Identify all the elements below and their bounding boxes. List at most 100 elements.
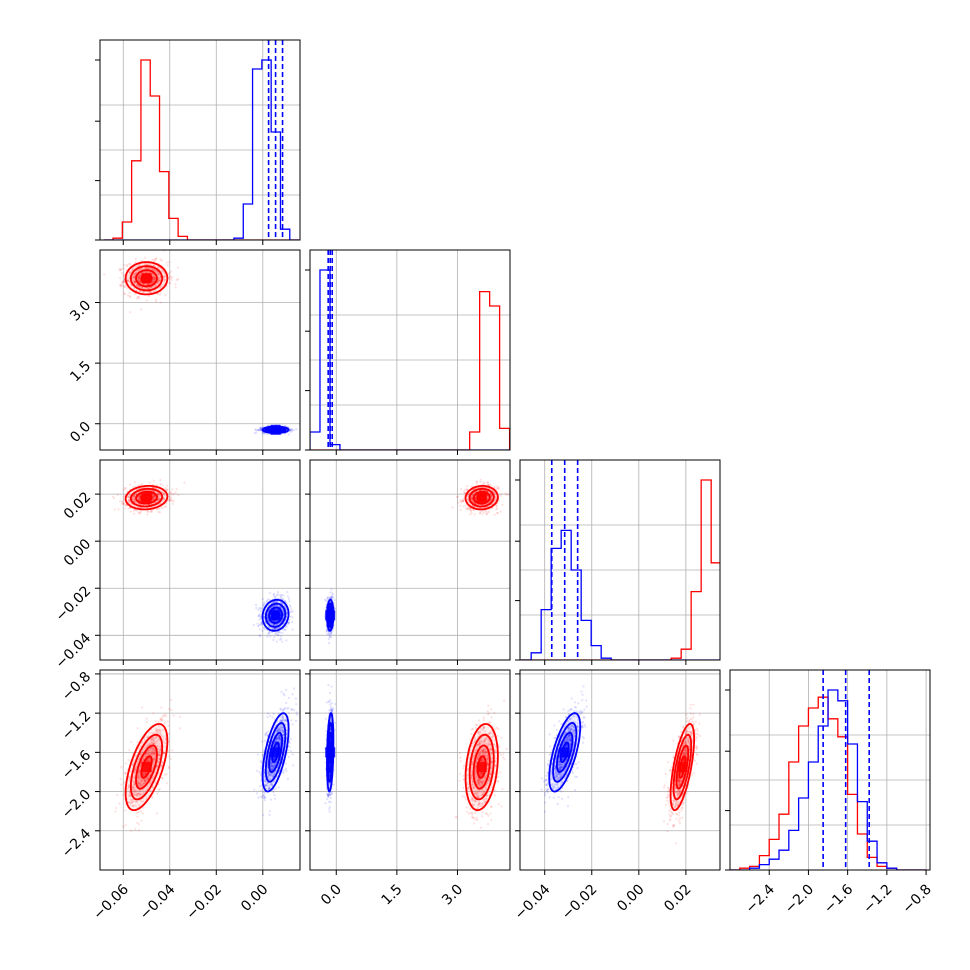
scatter-point — [281, 602, 284, 606]
scatter-point — [159, 482, 162, 486]
scatter-point — [261, 597, 264, 601]
scatter-point — [328, 597, 331, 600]
scatter-point — [272, 619, 275, 623]
scatter-point — [140, 268, 143, 271]
histogram-red-0 — [103, 59, 300, 240]
scatter-point — [152, 279, 155, 283]
scatter-point — [266, 598, 270, 601]
scatter-point — [164, 487, 167, 490]
scatter-point — [138, 264, 141, 267]
scatter-point — [164, 488, 168, 491]
scatter-point — [150, 268, 154, 271]
scatter-point — [138, 496, 141, 499]
scatter-point — [331, 592, 334, 595]
scatter-point — [140, 267, 144, 271]
scatter-point — [283, 629, 286, 632]
scatter-point — [479, 511, 482, 514]
scatter-point — [148, 290, 151, 294]
scatter-point — [278, 630, 281, 633]
scatter-point — [253, 432, 256, 435]
scatter-point — [273, 624, 276, 627]
scatter-point — [153, 495, 156, 499]
scatter-point — [127, 498, 130, 502]
scatter-point — [486, 496, 489, 500]
scatter-point — [132, 496, 135, 499]
scatter-point — [273, 627, 277, 630]
scatter-point — [475, 482, 478, 485]
scatter-point — [277, 633, 280, 637]
scatter-point — [260, 621, 263, 624]
scatter-point — [138, 264, 141, 267]
scatter-point — [490, 493, 493, 496]
scatter-point — [153, 259, 156, 262]
scatter-point — [156, 292, 159, 295]
scatter-point — [123, 292, 126, 295]
scatter-point — [138, 279, 141, 282]
scatter-point — [172, 499, 175, 503]
scatter-point — [122, 274, 126, 277]
scatter-point — [461, 499, 464, 503]
scatter-point — [475, 480, 479, 483]
scatter-point — [470, 511, 473, 515]
scatter-point — [157, 498, 160, 502]
scatter-point — [467, 506, 470, 509]
scatter-point — [155, 298, 158, 301]
scatter-point — [169, 497, 173, 500]
scatter-point — [474, 496, 477, 500]
scatter-point — [146, 267, 149, 270]
scatter-point — [471, 499, 474, 502]
scatter-point — [147, 266, 150, 270]
scatter-point — [136, 270, 139, 273]
scatter-point — [158, 275, 162, 278]
scatter-point — [159, 291, 162, 294]
scatter-point — [157, 494, 160, 497]
scatter-point — [288, 597, 291, 600]
scatter-point — [120, 282, 124, 286]
scatter-point — [156, 280, 160, 283]
scatter-point — [459, 508, 462, 512]
scatter-point — [259, 606, 262, 610]
scatter-point — [263, 615, 266, 619]
scatter-point — [257, 608, 260, 612]
scatter-point — [464, 507, 467, 510]
scatter-point — [129, 270, 132, 273]
scatter-point — [129, 510, 133, 513]
scatter-point — [464, 504, 468, 507]
scatter-point — [276, 590, 280, 594]
scatter-point — [137, 295, 140, 299]
scatter-point — [137, 277, 141, 280]
scatter-point — [138, 511, 142, 515]
scatter-point — [161, 507, 164, 510]
scatter-point — [153, 495, 156, 499]
scatter-point — [131, 277, 135, 280]
scatter-point — [501, 503, 504, 506]
scatter-point — [134, 509, 137, 512]
scatter-point — [144, 271, 147, 274]
scatter-point — [147, 283, 150, 286]
scatter-point — [145, 266, 148, 270]
scatter-point — [148, 290, 151, 294]
scatter-point — [494, 496, 498, 499]
scatter-point — [132, 494, 136, 497]
scatter-point — [259, 429, 262, 432]
scatter-point — [150, 286, 154, 289]
scatter-point — [257, 428, 260, 432]
scatter-point — [255, 606, 258, 610]
scatter-point — [161, 491, 164, 494]
scatter-point — [494, 493, 497, 496]
scatter-point — [274, 632, 277, 635]
scatter-point — [132, 494, 135, 498]
scatter-point — [466, 507, 469, 510]
scatter-point — [148, 266, 151, 270]
scatter-point — [136, 509, 139, 512]
scatter-point — [138, 274, 141, 278]
scatter-point — [273, 604, 276, 608]
scatter-point — [274, 608, 277, 611]
scatter-point — [127, 279, 130, 282]
scatter-point — [138, 494, 141, 497]
scatter-point — [129, 311, 132, 314]
scatter-point — [111, 495, 115, 498]
scatter-point — [157, 282, 160, 285]
scatter-point — [146, 510, 150, 513]
scatter-point — [495, 505, 499, 508]
